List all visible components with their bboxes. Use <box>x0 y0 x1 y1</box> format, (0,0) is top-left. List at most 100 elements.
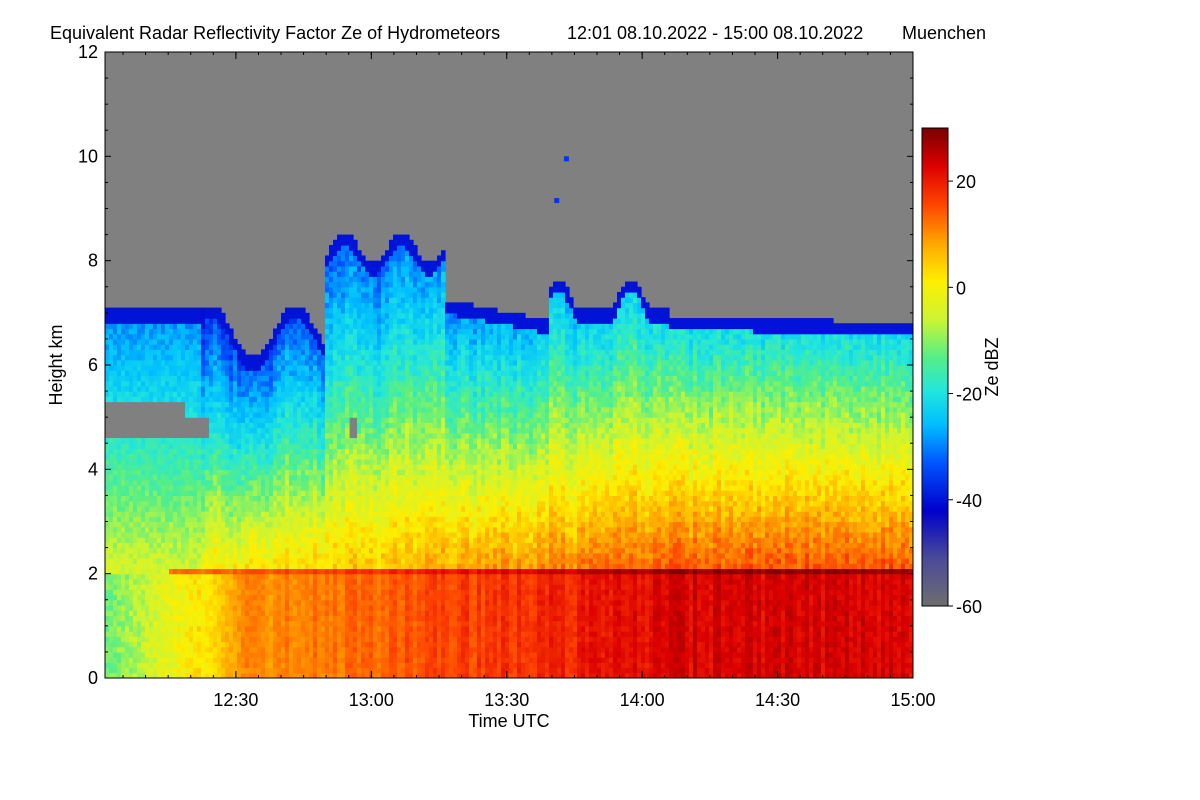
reflectivity-cell <box>197 474 202 481</box>
reflectivity-cell <box>133 537 138 543</box>
reflectivity-cell <box>293 500 298 507</box>
reflectivity-cell <box>217 375 222 382</box>
reflectivity-cell <box>317 651 322 658</box>
reflectivity-cell <box>369 302 374 309</box>
reflectivity-cell <box>265 354 270 361</box>
reflectivity-cell <box>329 516 334 523</box>
reflectivity-cell <box>277 427 282 434</box>
reflectivity-cell <box>141 385 146 392</box>
reflectivity-cell <box>105 333 110 340</box>
reflectivity-cell <box>357 333 362 340</box>
reflectivity-cell <box>357 516 362 523</box>
reflectivity-cell <box>213 474 218 481</box>
reflectivity-cell <box>169 505 174 512</box>
reflectivity-cell <box>269 500 274 507</box>
reflectivity-cell <box>113 558 118 564</box>
reflectivity-cell <box>293 547 298 554</box>
reflectivity-cell <box>201 667 206 674</box>
reflectivity-cell <box>161 568 166 575</box>
reflectivity-cell <box>149 542 154 549</box>
reflectivity-cell <box>129 646 134 653</box>
reflectivity-cell <box>265 391 270 397</box>
reflectivity-cell <box>261 474 266 481</box>
reflectivity-cell <box>281 422 286 429</box>
reflectivity-cell <box>329 344 334 350</box>
reflectivity-cell <box>189 516 194 523</box>
reflectivity-cell <box>193 411 198 418</box>
reflectivity-cell <box>193 396 198 403</box>
reflectivity-cell <box>165 375 170 382</box>
reflectivity-cell <box>209 495 214 502</box>
reflectivity-cell <box>165 438 170 444</box>
reflectivity-cell <box>241 542 246 549</box>
reflectivity-cell <box>141 558 146 564</box>
reflectivity-cell <box>165 604 170 611</box>
reflectivity-cell <box>353 458 358 465</box>
reflectivity-cell <box>369 531 374 538</box>
reflectivity-cell <box>105 375 110 382</box>
reflectivity-cell <box>141 584 146 590</box>
reflectivity-cell <box>241 464 246 470</box>
reflectivity-cell <box>281 396 286 403</box>
reflectivity-cell <box>281 380 286 387</box>
reflectivity-cell <box>233 370 238 377</box>
reflectivity-cell <box>257 620 262 627</box>
reflectivity-cell <box>269 521 274 528</box>
reflectivity-cell <box>361 625 366 632</box>
reflectivity-cell <box>369 610 374 616</box>
reflectivity-cell <box>325 380 330 387</box>
reflectivity-cell <box>205 354 210 361</box>
reflectivity-cell <box>369 646 374 653</box>
reflectivity-cell <box>185 479 190 486</box>
reflectivity-cell <box>301 479 306 486</box>
reflectivity-cell <box>289 427 294 434</box>
reflectivity-cell <box>153 318 158 324</box>
reflectivity-cell <box>245 406 250 413</box>
reflectivity-cell <box>205 531 210 538</box>
reflectivity-cell <box>325 338 330 345</box>
reflectivity-cell <box>225 651 230 658</box>
reflectivity-cell <box>293 370 298 377</box>
reflectivity-cell <box>121 380 126 387</box>
reflectivity-cell <box>165 578 170 585</box>
reflectivity-cell <box>129 521 134 528</box>
reflectivity-cell <box>153 438 158 444</box>
reflectivity-cell <box>109 516 114 523</box>
reflectivity-cell <box>157 636 162 643</box>
reflectivity-cell <box>301 568 306 575</box>
reflectivity-cell <box>385 589 390 596</box>
reflectivity-cell <box>137 542 142 549</box>
reflectivity-cell <box>301 312 306 319</box>
reflectivity-cell <box>349 375 354 382</box>
reflectivity-cell <box>349 552 354 559</box>
reflectivity-cell <box>269 464 274 470</box>
reflectivity-cell <box>181 318 186 324</box>
reflectivity-cell <box>333 646 338 653</box>
reflectivity-cell <box>149 615 154 622</box>
reflectivity-cell <box>201 657 206 663</box>
reflectivity-cell <box>149 641 154 648</box>
reflectivity-cell <box>293 552 298 559</box>
reflectivity-cell <box>185 391 190 397</box>
reflectivity-cell <box>181 568 186 575</box>
reflectivity-cell <box>301 589 306 596</box>
reflectivity-cell <box>201 516 206 523</box>
reflectivity-cell <box>365 563 370 570</box>
reflectivity-cell <box>333 495 338 502</box>
reflectivity-cell <box>329 443 334 450</box>
reflectivity-cell <box>333 620 338 627</box>
reflectivity-cell <box>237 573 242 580</box>
reflectivity-cell <box>125 396 130 403</box>
reflectivity-cell <box>329 338 334 345</box>
reflectivity-cell <box>253 380 258 387</box>
reflectivity-cell <box>193 667 198 674</box>
reflectivity-cell <box>153 516 158 523</box>
reflectivity-cell <box>229 625 234 632</box>
reflectivity-cell <box>253 396 258 403</box>
reflectivity-cell <box>221 620 226 627</box>
reflectivity-cell <box>345 599 350 606</box>
reflectivity-cell <box>389 604 394 611</box>
reflectivity-cell <box>281 438 286 444</box>
reflectivity-cell <box>133 500 138 507</box>
reflectivity-cell <box>337 443 342 450</box>
